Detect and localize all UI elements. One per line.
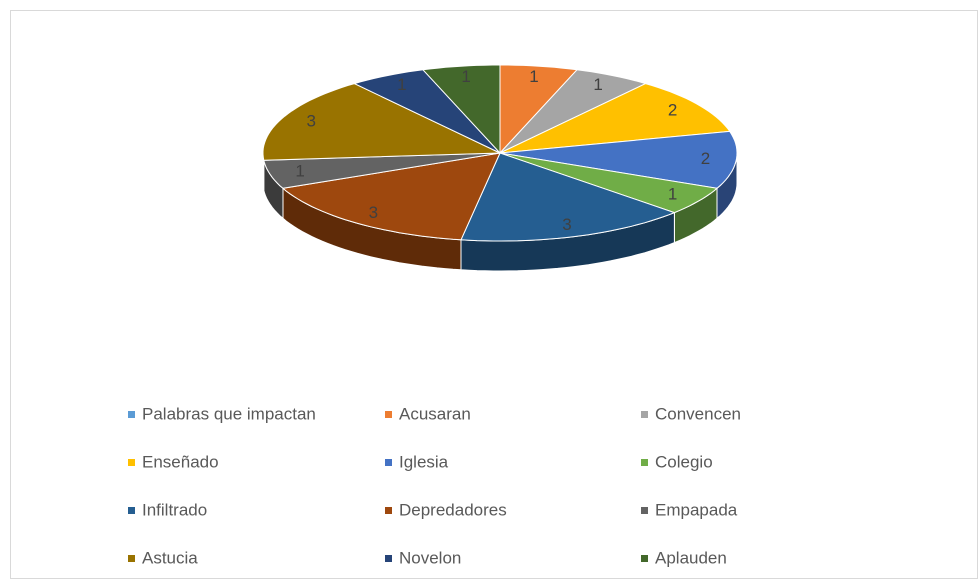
data-label: 1 xyxy=(461,67,470,86)
legend-label: Palabras que impactan xyxy=(142,404,316,423)
slice xyxy=(499,83,731,154)
legend-swatch xyxy=(128,507,135,514)
legend-swatch xyxy=(128,555,135,562)
legend-swatch xyxy=(641,459,648,466)
legend-label: Depredadores xyxy=(399,500,507,519)
legend-swatch xyxy=(641,507,648,514)
slice xyxy=(499,152,719,214)
slice xyxy=(262,83,501,161)
data-label: 2 xyxy=(668,101,677,120)
legend-label: Iglesia xyxy=(399,452,449,471)
slice xyxy=(352,69,501,154)
legend-label: Infiltrado xyxy=(142,500,207,519)
legend-label: Novelon xyxy=(399,548,461,567)
data-label: 1 xyxy=(668,184,677,203)
data-label: 1 xyxy=(529,67,538,86)
data-label: 3 xyxy=(306,112,315,131)
slice xyxy=(263,152,501,189)
slice xyxy=(499,69,648,154)
slice xyxy=(460,152,676,242)
slice xyxy=(421,64,501,155)
slice xyxy=(499,64,579,155)
legend-swatch xyxy=(128,411,135,418)
legend-swatch xyxy=(641,555,648,562)
legend-label: Empapada xyxy=(655,500,738,519)
legend-swatch xyxy=(385,507,392,514)
legend-label: Aplauden xyxy=(655,548,727,567)
data-label: 3 xyxy=(369,203,378,222)
slice xyxy=(499,130,738,189)
legend-swatch xyxy=(128,459,135,466)
legend-swatch xyxy=(385,459,392,466)
legend-swatch xyxy=(385,411,392,418)
legend-swatch xyxy=(641,411,648,418)
legend-label: Acusaran xyxy=(399,404,471,423)
data-label: 2 xyxy=(701,149,710,168)
legend-swatch xyxy=(385,555,392,562)
data-label: 1 xyxy=(593,75,602,94)
data-label: 1 xyxy=(397,75,406,94)
legend-label: Enseñado xyxy=(142,452,219,471)
slice xyxy=(281,152,501,241)
legend-label: Astucia xyxy=(142,548,198,567)
legend-label: Convencen xyxy=(655,404,741,423)
data-label: 1 xyxy=(295,161,304,180)
legend-label: Colegio xyxy=(655,452,713,471)
data-label: 3 xyxy=(562,215,571,234)
